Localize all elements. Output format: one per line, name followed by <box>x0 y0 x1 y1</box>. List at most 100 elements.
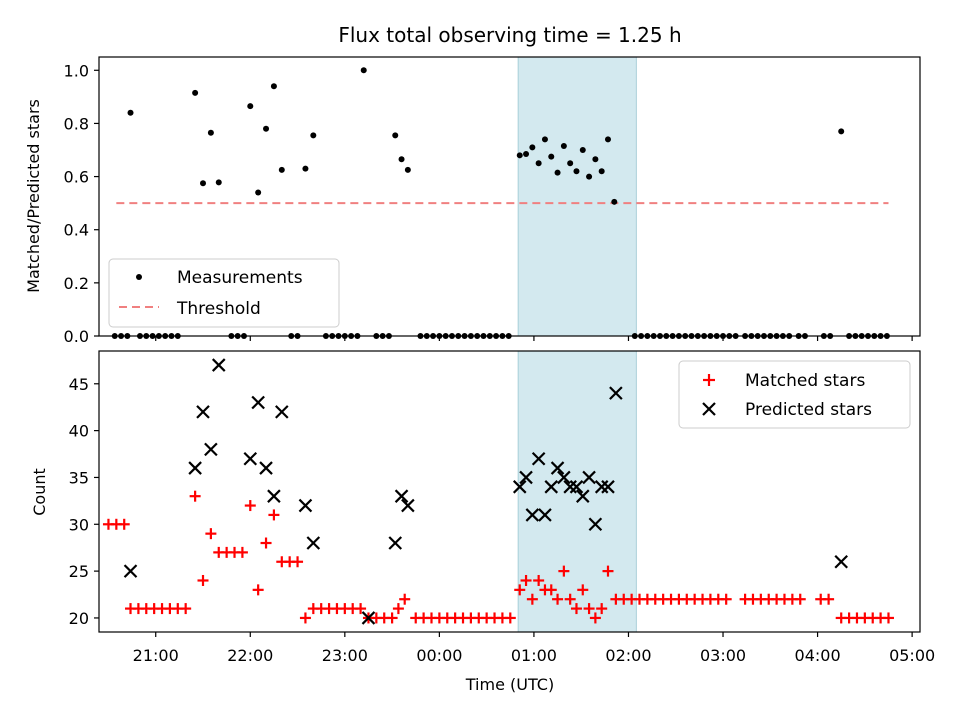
x-tick-label: 03:00 <box>700 646 746 665</box>
predicted-point <box>531 451 546 466</box>
measurement-point <box>611 198 618 205</box>
legend-bottom-box <box>678 360 911 429</box>
matched-point <box>823 593 835 605</box>
measurement-point <box>207 129 214 136</box>
measurement-point <box>592 156 599 163</box>
predicted-point <box>544 480 559 494</box>
matched-point <box>583 603 595 615</box>
y-bottom-tick-label: 25 <box>69 562 89 581</box>
predicted-point <box>361 611 376 625</box>
measurement-point <box>560 143 567 150</box>
matched-point <box>236 546 248 558</box>
matched-point <box>197 574 209 586</box>
highlight-span-top <box>517 56 637 337</box>
predicted-point <box>563 480 577 494</box>
measurement-point <box>392 132 399 139</box>
matched-point <box>596 603 608 615</box>
y-ticks-top: 0.0 0.2 0.4 0.6 0.8 1.0 <box>64 61 99 346</box>
y-axis-label-top: Matched/Predicted stars <box>24 99 43 293</box>
matched-point <box>355 603 367 615</box>
matched-point <box>602 565 614 577</box>
predicted-point <box>259 461 273 475</box>
measurement-point <box>535 160 542 167</box>
predicted-point <box>538 508 552 522</box>
measurement-point <box>523 150 530 157</box>
measurement-point <box>200 180 207 187</box>
axes-frame-bottom <box>98 350 921 633</box>
measurement-point <box>541 136 548 143</box>
measurement-point <box>516 152 523 159</box>
measurement-point <box>548 153 555 160</box>
legend-measurements-label: Measurements <box>177 268 303 288</box>
matched-point <box>180 603 192 615</box>
legend-top-box <box>108 258 340 328</box>
predicted-point <box>519 470 533 485</box>
predicted-point <box>525 508 540 522</box>
measurement-point <box>215 179 222 186</box>
predicted-point <box>401 498 415 513</box>
y-top-tick-label: 0.8 <box>64 114 89 133</box>
matched-point <box>299 612 311 624</box>
measurement-point <box>604 136 611 143</box>
matched-point <box>260 537 272 549</box>
predicted-stars-series <box>123 358 848 625</box>
x-ticks-bottom: 21:00 22:00 23:00 00:00 01:00 02:00 03:00 04:00… <box>133 632 935 665</box>
measurement-point <box>192 89 199 96</box>
measurement-point <box>554 169 561 176</box>
measurement-point <box>598 168 605 175</box>
matched-stars-series <box>102 490 894 624</box>
measurement-point <box>278 166 285 173</box>
bottom-panel: 20 25 30 35 40 45 21:00 22:00 23:00 00:00 01:00 02… <box>30 350 935 694</box>
predicted-point <box>601 480 615 494</box>
predicted-point <box>582 470 596 485</box>
x-tick-label: 23:00 <box>322 646 368 665</box>
predicted-point <box>188 461 202 475</box>
matched-point <box>533 574 545 586</box>
measurement-point <box>398 156 405 163</box>
x-tick-label: 02:00 <box>605 646 651 665</box>
matched-point <box>545 584 557 596</box>
matched-point <box>244 500 256 512</box>
measurement-point <box>263 125 270 132</box>
predicted-point <box>557 470 571 485</box>
chart-title: Flux total observing time = 1.25 h <box>338 23 681 47</box>
x-tick-label: 01:00 <box>511 646 557 665</box>
y-top-tick-label: 1.0 <box>64 61 89 80</box>
predicted-point <box>550 461 565 475</box>
y-top-tick-label: 0.4 <box>64 221 89 240</box>
measurement-point <box>838 128 845 135</box>
predicted-point <box>211 358 226 372</box>
x-tick-label: 04:00 <box>795 646 841 665</box>
measurement-point <box>127 109 134 116</box>
legend-measurements-marker <box>136 274 142 280</box>
predicted-point <box>306 536 321 550</box>
matched-point <box>268 509 280 521</box>
legend-matched-marker <box>703 374 715 386</box>
matched-point <box>589 612 601 624</box>
matched-point <box>882 612 894 624</box>
matched-point <box>386 612 398 624</box>
measurement-point <box>270 83 277 90</box>
measurement-point <box>529 144 536 151</box>
y-top-tick-label: 0.0 <box>64 327 89 346</box>
legend-bottom: Matched stars Predicted stars <box>678 360 911 429</box>
predicted-point <box>204 442 218 457</box>
predicted-point <box>575 489 590 503</box>
predicted-point <box>267 489 281 503</box>
y-top-tick-label: 0.6 <box>64 168 89 187</box>
predicted-point <box>388 536 403 550</box>
matched-point <box>558 565 570 577</box>
legend-matched-label: Matched stars <box>745 371 865 391</box>
matched-point <box>392 603 404 615</box>
legend-top: Measurements Threshold <box>108 258 340 328</box>
predicted-point <box>588 517 603 532</box>
predicted-point <box>251 395 265 410</box>
x-ticks-top <box>155 336 913 341</box>
y-bottom-tick-label: 40 <box>69 422 89 441</box>
legend-threshold-label: Threshold <box>176 299 261 319</box>
measurement-point <box>404 166 411 173</box>
matched-point <box>399 593 411 605</box>
matched-point <box>794 593 806 605</box>
